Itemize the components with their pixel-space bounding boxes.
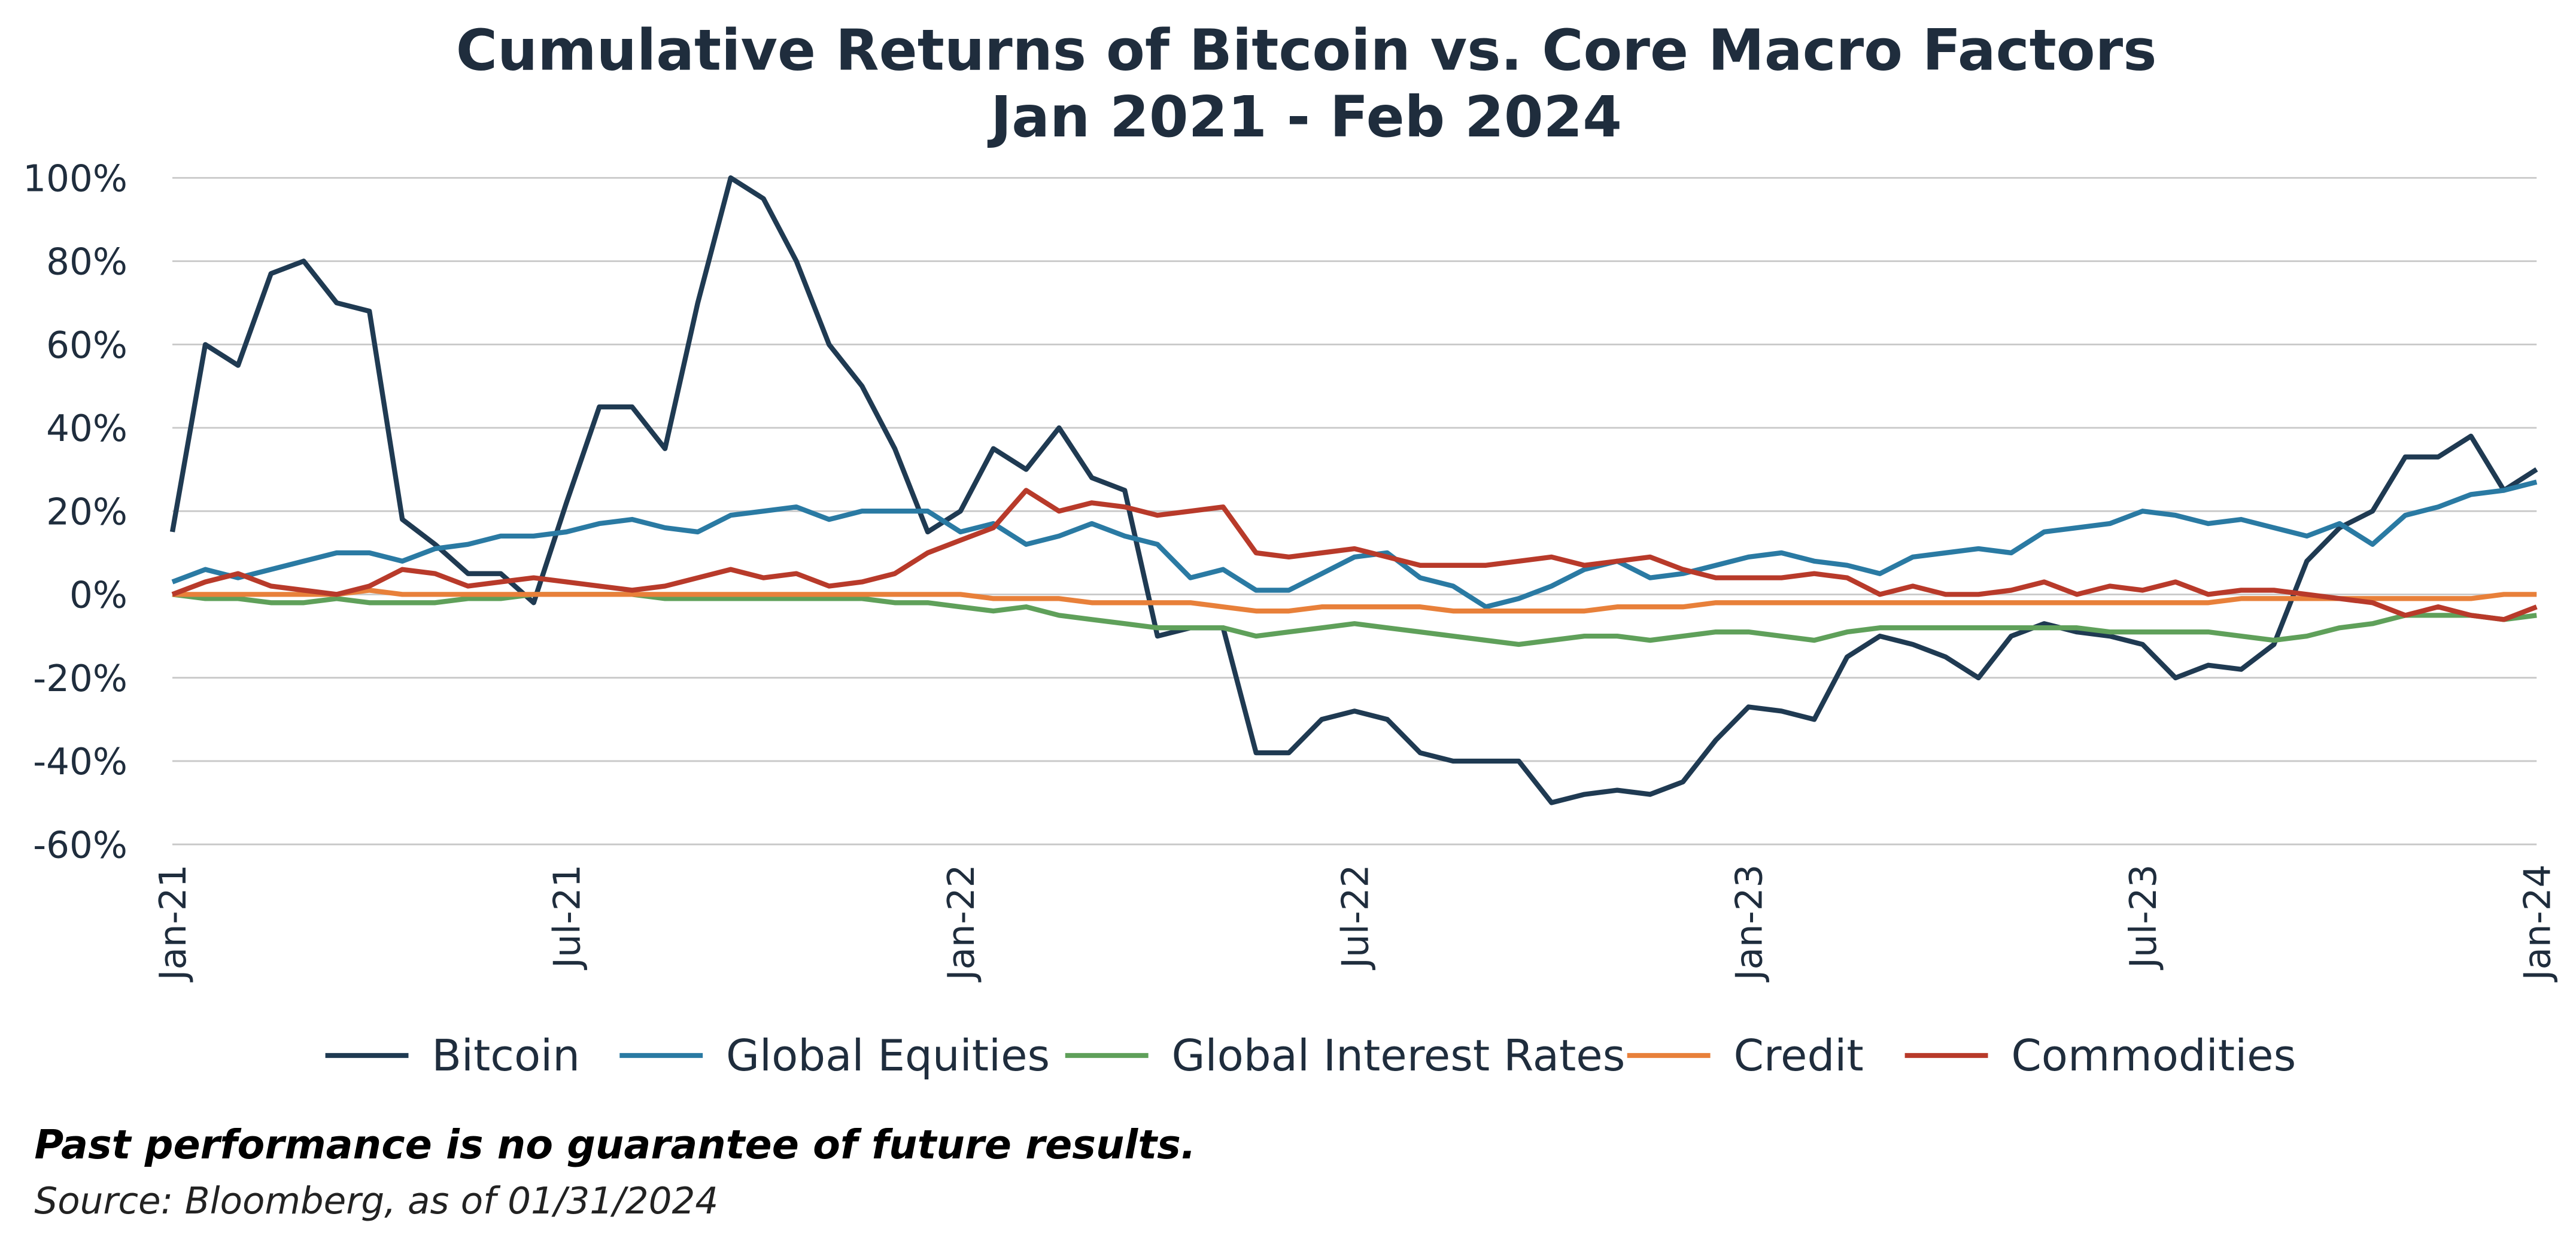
y-tick-label: 80% xyxy=(46,241,127,284)
y-tick-label: 0% xyxy=(69,574,127,617)
source: Source: Bloomberg, as of 01/31/2024 xyxy=(34,1180,718,1222)
x-tick-label: Jan-22 xyxy=(940,865,983,983)
x-tick-label: Jul-23 xyxy=(2122,865,2165,971)
series-line xyxy=(171,488,2538,622)
chart-subtitle: Jan 2021 - Feb 2024 xyxy=(987,84,1622,150)
legend-label: Global Equities xyxy=(726,1031,1050,1081)
footnote: Past performance is no guarantee of futu… xyxy=(34,1121,1196,1168)
y-tick-label: -20% xyxy=(33,658,127,700)
x-tick-label: Jul-22 xyxy=(1334,865,1377,971)
series-line xyxy=(169,175,2538,805)
y-tick-label: -60% xyxy=(33,824,127,866)
legend-label: Global Interest Rates xyxy=(1172,1031,1626,1081)
legend-label: Credit xyxy=(1733,1031,1863,1081)
series-line xyxy=(172,588,2537,614)
y-tick-label: 60% xyxy=(46,324,127,367)
y-tick-label: 100% xyxy=(23,157,127,200)
y-tick-label: 20% xyxy=(46,491,127,533)
x-tick-label: Jan-24 xyxy=(2516,865,2559,983)
x-tick-label: Jan-21 xyxy=(152,865,195,983)
legend-label: Bitcoin xyxy=(432,1031,580,1081)
x-tick-label: Jan-23 xyxy=(1729,865,1771,983)
x-tick-label: Jul-21 xyxy=(546,865,589,971)
chart-title: Cumulative Returns of Bitcoin vs. Core M… xyxy=(456,18,2157,84)
y-tick-label: -40% xyxy=(33,741,127,783)
series-line xyxy=(171,479,2538,610)
legend-label: Commodities xyxy=(2011,1031,2296,1081)
y-tick-label: 40% xyxy=(46,407,127,450)
